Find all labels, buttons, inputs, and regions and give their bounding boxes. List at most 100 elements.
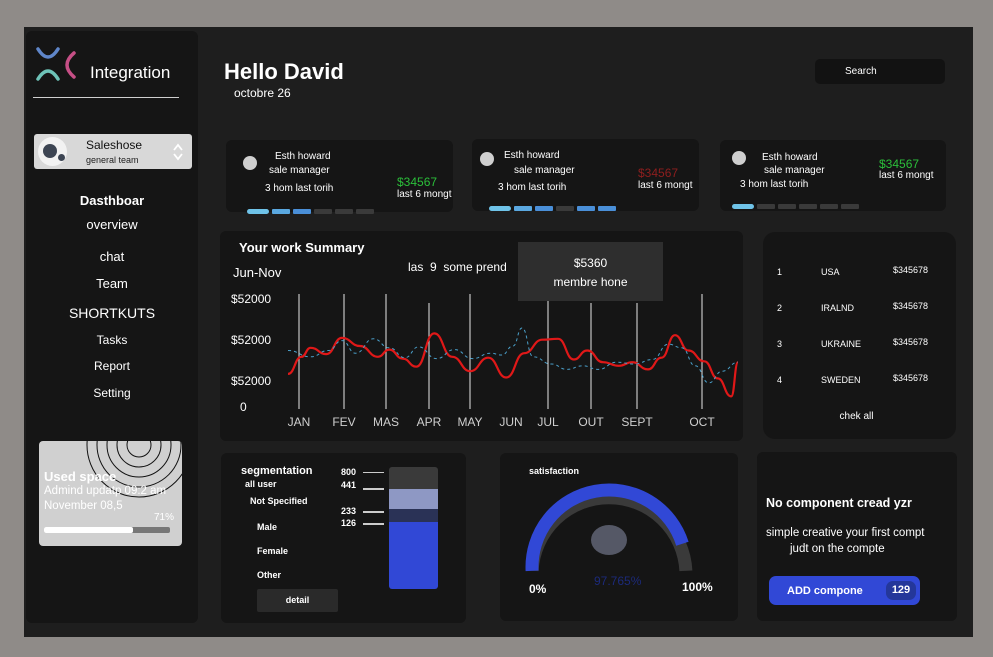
row-value: $345678 (893, 301, 929, 311)
sidebar-item-team[interactable]: Team (96, 276, 128, 291)
search-input[interactable]: Search (815, 59, 945, 84)
stat-role: sale manager (764, 165, 825, 176)
stat-progress-segment (598, 206, 616, 211)
stat-progress (489, 198, 619, 216)
x-tick-label: FEV (332, 415, 355, 429)
stat-progress (732, 196, 862, 214)
last-value: 9 (430, 260, 437, 274)
row-country: UKRAINE (821, 339, 862, 349)
stat-period: last 6 mongt (397, 189, 452, 200)
stat-progress-segment (778, 204, 796, 209)
team-name: Saleshose (86, 138, 143, 152)
stat-last-seen: 3 hom last torih (265, 183, 334, 194)
page-title: Hello David (224, 59, 344, 84)
last-suffix: some prend (443, 260, 507, 274)
row-rank: 3 (777, 339, 783, 349)
page-date: octobre 26 (234, 86, 291, 100)
x-tick-label: JUL (537, 415, 559, 429)
segment-label-female: Female (257, 546, 289, 556)
stat-progress-segment (556, 206, 574, 211)
sidebar-item-chat[interactable]: chat (99, 249, 125, 264)
y-tick-label: $52000 (231, 292, 271, 306)
stat-role: sale manager (269, 165, 330, 176)
used-space-progress (44, 527, 170, 533)
table-row[interactable]: 3 UKRAINE $345678 (763, 337, 956, 353)
stat-name: Esth howard (762, 152, 818, 163)
work-summary-range: Jun-Nov (233, 265, 282, 280)
shortcuts-heading: SHORTKUTS (68, 305, 156, 321)
stat-period: last 6 mongt (638, 180, 693, 191)
work-summary-card: Your work Summary Jun-Nov las 9 some pre… (220, 231, 743, 441)
promo-title: No component cread yzr (766, 496, 912, 510)
stat-card: Esth howard sale manager 3 hom last torih $… (720, 140, 946, 211)
segmentation-title: segmentation (241, 465, 313, 477)
app-window: Integration Saleshose general team Dasth… (24, 27, 973, 637)
stat-progress-segment (272, 209, 290, 214)
scale-126: 126 (341, 518, 357, 528)
team-selector[interactable]: Saleshose general team (34, 134, 192, 169)
table-row[interactable]: 2 IRALND $345678 (763, 301, 956, 317)
chart-tooltip: $5360 membre hone (518, 242, 663, 301)
check-all-link[interactable]: chek all (839, 411, 874, 422)
sidebar-item-tasks[interactable]: Tasks (96, 333, 128, 347)
used-space-line1: Admind updatp 09:2 am (44, 485, 167, 497)
row-value: $345678 (893, 373, 929, 383)
add-component-button[interactable]: ADD compone 129 (769, 576, 920, 605)
x-tick-label: APR (417, 415, 442, 429)
stat-progress-segment (514, 206, 532, 211)
stat-amount: $34567 (638, 166, 679, 180)
segment-label-not-specified: Not Specified (250, 496, 308, 506)
stat-progress-segment (356, 209, 374, 214)
app-logo (36, 47, 76, 81)
x-tick-label: JAN (288, 415, 311, 429)
row-country: USA (821, 267, 840, 277)
country-table-card: 1 USA $345678 2 IRALND $345678 3 UKRAINE $345678… (763, 232, 956, 439)
segment-female (389, 489, 438, 509)
y-tick-label: $52000 (231, 374, 271, 388)
promo-line1: simple creative your first compt (766, 527, 925, 539)
stat-progress-segment (577, 206, 595, 211)
segment-male (389, 509, 438, 522)
detail-button[interactable]: detail (257, 589, 338, 612)
avatar (732, 151, 746, 165)
gauge-knob (591, 525, 627, 555)
satisfaction-title: satisfaction (529, 466, 580, 476)
stat-last-seen: 3 hom last torih (498, 182, 567, 193)
table-row[interactable]: 1 USA $345678 (763, 265, 956, 281)
x-tick-label: OCT (689, 415, 715, 429)
sidebar-item-overview[interactable]: overview (86, 217, 138, 232)
work-summary-chart: $52000 $52000 $52000 0 JAN FEV MAS APR MAY JUN JUL… (231, 292, 740, 429)
row-rank: 2 (777, 303, 783, 313)
sidebar-item-setting[interactable]: Setting (93, 386, 131, 400)
series-line-secondary (287, 327, 739, 384)
row-rank: 4 (777, 375, 783, 385)
stat-progress-segment (314, 209, 332, 214)
gauge-min-label: 0% (529, 582, 547, 596)
stat-progress-segment (489, 206, 511, 211)
component-count-badge: 129 (886, 581, 916, 600)
stat-progress-segment (293, 209, 311, 214)
stat-name: Esth howard (275, 151, 331, 162)
scale-233: 233 (341, 506, 357, 516)
stat-card: Esth howard sale manager 3 hom last torih $… (472, 139, 699, 211)
used-space-line2: November 08,5 (44, 500, 123, 512)
gauge-fill (525, 483, 689, 572)
sidebar-item-report[interactable]: Report (93, 359, 131, 373)
segmentation-subtitle: all user (245, 479, 277, 489)
scale-441: 441 (341, 480, 357, 490)
segment-label-male: Male (257, 522, 278, 532)
scale-tick (363, 523, 384, 525)
stat-progress-segment (757, 204, 775, 209)
gauge-max-label: 100% (682, 580, 713, 594)
avatar (480, 152, 494, 166)
work-summary-title: Your work Summary (239, 240, 365, 255)
segmentation-stacked-bar (389, 467, 438, 589)
scale-tick (363, 472, 384, 473)
stat-progress (247, 201, 377, 219)
row-value: $345678 (893, 265, 929, 275)
table-row[interactable]: 4 SWEDEN $345678 (763, 373, 956, 389)
stat-card: Esth howard sale manager 3 hom last torih $… (226, 140, 453, 214)
segmentation-card: segmentation all user Not Specified Male… (221, 453, 466, 623)
team-avatar (38, 137, 67, 166)
used-space-card: Used space Admind updatp 09:2 am Novembe… (39, 441, 182, 546)
